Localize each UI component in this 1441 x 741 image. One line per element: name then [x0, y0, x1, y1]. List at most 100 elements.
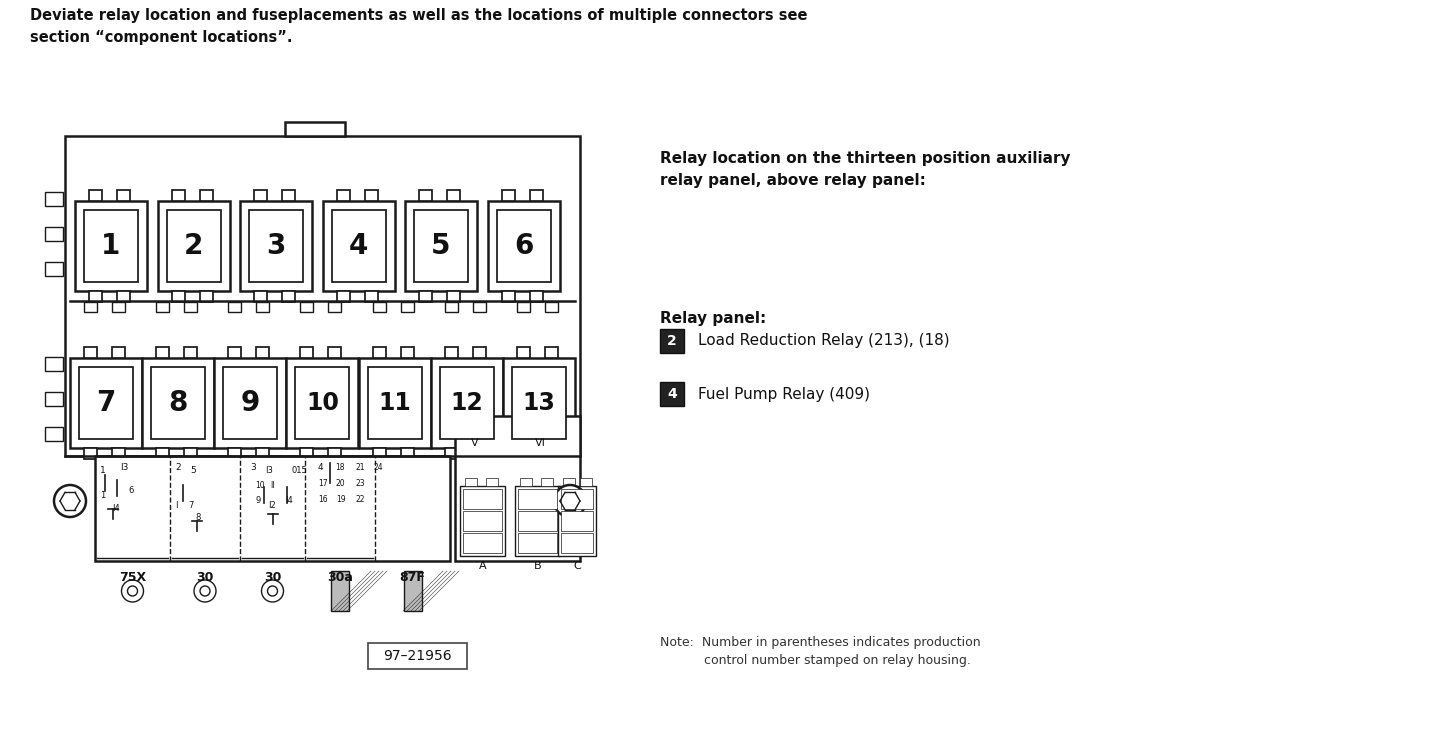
FancyBboxPatch shape [473, 302, 486, 312]
FancyBboxPatch shape [215, 358, 287, 448]
Text: 5: 5 [431, 232, 451, 260]
Text: 9: 9 [241, 389, 259, 417]
FancyBboxPatch shape [254, 190, 267, 201]
FancyBboxPatch shape [517, 489, 558, 509]
Text: 5: 5 [190, 466, 196, 475]
Text: II: II [269, 481, 274, 490]
FancyBboxPatch shape [561, 511, 594, 531]
FancyBboxPatch shape [503, 358, 575, 448]
Circle shape [200, 586, 210, 596]
Text: Load Reduction Relay (213), (18): Load Reduction Relay (213), (18) [697, 333, 950, 348]
FancyBboxPatch shape [545, 302, 558, 312]
Text: Relay location on the thirteen position auxiliary
relay panel, above relay panel: Relay location on the thirteen position … [660, 151, 1071, 187]
FancyBboxPatch shape [497, 210, 550, 282]
Text: 75X: 75X [120, 571, 146, 584]
Text: I4: I4 [112, 504, 120, 513]
FancyBboxPatch shape [367, 643, 467, 669]
FancyBboxPatch shape [447, 190, 460, 201]
Text: 19: 19 [336, 495, 346, 504]
FancyBboxPatch shape [517, 347, 530, 358]
FancyBboxPatch shape [156, 347, 169, 358]
FancyBboxPatch shape [329, 347, 342, 358]
Text: 7: 7 [97, 389, 115, 417]
FancyBboxPatch shape [517, 533, 558, 553]
FancyBboxPatch shape [285, 122, 344, 136]
Text: I3: I3 [265, 466, 272, 475]
FancyBboxPatch shape [84, 347, 97, 358]
FancyBboxPatch shape [373, 347, 386, 358]
Text: 9: 9 [255, 496, 261, 505]
FancyBboxPatch shape [156, 448, 169, 459]
FancyBboxPatch shape [184, 347, 197, 358]
FancyBboxPatch shape [228, 347, 241, 358]
FancyBboxPatch shape [75, 201, 147, 291]
FancyBboxPatch shape [445, 448, 458, 459]
FancyBboxPatch shape [228, 448, 241, 459]
FancyBboxPatch shape [199, 291, 212, 302]
Text: 21: 21 [354, 463, 365, 472]
FancyBboxPatch shape [660, 329, 684, 353]
Circle shape [127, 586, 137, 596]
Text: V: V [471, 438, 478, 448]
FancyBboxPatch shape [487, 201, 559, 291]
FancyBboxPatch shape [256, 347, 269, 358]
FancyBboxPatch shape [300, 448, 314, 459]
Text: C: C [574, 561, 581, 571]
FancyBboxPatch shape [71, 358, 143, 448]
Text: Deviate relay location and fuseplacements as well as the locations of multiple c: Deviate relay location and fuseplacement… [30, 8, 807, 44]
FancyBboxPatch shape [365, 190, 378, 201]
Text: A: A [478, 561, 486, 571]
Text: B: B [533, 561, 542, 571]
FancyBboxPatch shape [563, 478, 575, 486]
FancyBboxPatch shape [184, 448, 197, 459]
FancyBboxPatch shape [401, 347, 414, 358]
Text: 12: 12 [451, 391, 483, 415]
FancyBboxPatch shape [89, 190, 102, 201]
FancyBboxPatch shape [287, 358, 359, 448]
FancyBboxPatch shape [545, 448, 558, 459]
Text: Note:  Number in parentheses indicates production
           control number stam: Note: Number in parentheses indicates pr… [660, 636, 981, 667]
FancyBboxPatch shape [561, 533, 594, 553]
FancyBboxPatch shape [84, 448, 97, 459]
Text: 30: 30 [196, 571, 213, 584]
FancyBboxPatch shape [463, 511, 501, 531]
FancyBboxPatch shape [117, 190, 130, 201]
Text: I4: I4 [285, 496, 293, 505]
FancyBboxPatch shape [84, 210, 138, 282]
FancyBboxPatch shape [440, 367, 494, 439]
Text: 2: 2 [667, 334, 677, 348]
FancyBboxPatch shape [45, 227, 63, 241]
FancyBboxPatch shape [558, 486, 597, 556]
FancyBboxPatch shape [295, 367, 349, 439]
FancyBboxPatch shape [579, 478, 592, 486]
Text: 30a: 30a [327, 571, 353, 584]
FancyBboxPatch shape [455, 416, 579, 561]
Text: 6: 6 [514, 232, 533, 260]
FancyBboxPatch shape [249, 210, 303, 282]
FancyBboxPatch shape [84, 302, 97, 312]
FancyBboxPatch shape [45, 392, 63, 406]
FancyBboxPatch shape [329, 448, 342, 459]
FancyBboxPatch shape [256, 302, 269, 312]
Circle shape [53, 485, 86, 517]
Text: 4: 4 [667, 387, 677, 401]
Text: 4: 4 [349, 232, 369, 260]
FancyBboxPatch shape [45, 357, 63, 371]
FancyBboxPatch shape [45, 192, 63, 206]
FancyBboxPatch shape [501, 291, 514, 302]
Text: 24: 24 [373, 463, 383, 472]
FancyBboxPatch shape [256, 448, 269, 459]
FancyBboxPatch shape [401, 302, 414, 312]
FancyBboxPatch shape [473, 347, 486, 358]
Text: 1: 1 [101, 232, 121, 260]
FancyBboxPatch shape [517, 448, 530, 459]
FancyBboxPatch shape [95, 456, 450, 561]
Text: 30: 30 [264, 571, 281, 584]
Text: 8: 8 [195, 513, 200, 522]
FancyBboxPatch shape [151, 367, 205, 439]
FancyBboxPatch shape [337, 190, 350, 201]
FancyBboxPatch shape [403, 571, 422, 611]
FancyBboxPatch shape [473, 448, 486, 459]
Circle shape [553, 485, 586, 517]
Text: 18: 18 [334, 463, 344, 472]
